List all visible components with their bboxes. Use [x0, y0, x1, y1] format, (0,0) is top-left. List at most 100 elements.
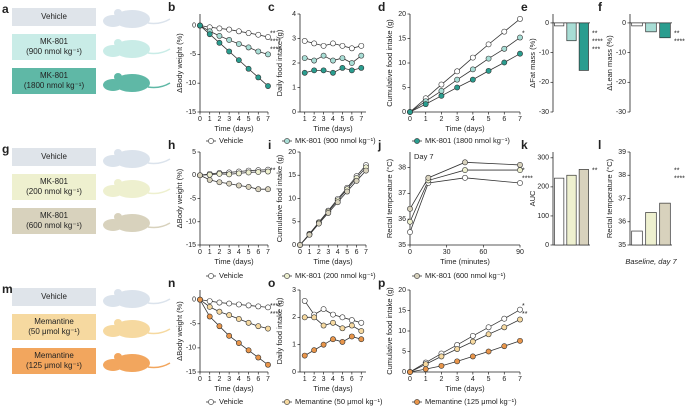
data-point — [358, 328, 365, 334]
y-tick-label: 37 — [618, 195, 626, 202]
legend-marker — [208, 273, 214, 279]
x-tick-label: 2 — [312, 116, 316, 123]
x-tick-label: 30 — [443, 249, 451, 256]
y-tick-label: 37 — [398, 190, 406, 197]
data-point — [216, 39, 223, 46]
x-tick-label: 2 — [439, 376, 443, 383]
y-tick-label: -20 — [616, 79, 626, 86]
significance: ** — [522, 311, 528, 318]
x-tick-label: 2 — [217, 376, 221, 383]
data-point — [462, 167, 468, 173]
bar — [645, 22, 657, 33]
data-point — [235, 182, 242, 189]
data-point — [501, 324, 508, 331]
mouse-ear — [114, 149, 122, 157]
data-point — [469, 76, 476, 83]
y-tick-label: 20 — [398, 287, 406, 294]
y-tick-label: 0 — [545, 242, 549, 249]
data-point — [438, 88, 445, 94]
panel-letter: f — [598, 0, 603, 14]
data-point — [330, 40, 336, 47]
data-point — [330, 311, 336, 318]
x-tick-label: 0 — [408, 116, 412, 123]
data-point — [216, 25, 223, 32]
x-tick-label: 60 — [479, 249, 487, 256]
data-point — [501, 28, 508, 35]
legend-label: Vehicle — [219, 136, 243, 145]
data-point — [320, 52, 327, 59]
mouse-ear — [114, 319, 122, 327]
legend-label: Memantine (50 μmol kg⁻¹) — [295, 397, 383, 406]
group-label: Memantine — [34, 351, 74, 360]
significance: **** — [674, 38, 685, 45]
y-tick-label: 5 — [192, 149, 196, 156]
y-tick-label: 0 — [622, 20, 626, 27]
data-point — [265, 168, 271, 175]
data-point — [339, 65, 346, 71]
legend-label: MK-801 (900 nmol kg⁻¹) — [295, 136, 376, 145]
x-tick-label: 7 — [518, 376, 522, 383]
x-tick-label: 2 — [217, 249, 221, 256]
y-tick-label: 20 — [288, 149, 296, 156]
x-tick-label: 5 — [247, 376, 251, 383]
group-label: MK-801 — [40, 71, 69, 80]
y-tick-label: 5 — [292, 219, 296, 226]
data-point — [301, 298, 308, 304]
y-tick-label: 39 — [618, 149, 626, 156]
data-point — [235, 41, 242, 47]
data-point — [325, 210, 332, 216]
mouse-body — [114, 214, 150, 232]
data-point — [311, 347, 318, 354]
panel-letter: m — [2, 282, 13, 296]
panel-letter: j — [377, 138, 381, 152]
data-point — [358, 65, 365, 71]
significance: **** — [270, 46, 281, 53]
y-tick-label: -5 — [190, 51, 196, 58]
data-point — [245, 30, 252, 36]
panel-letter: h — [168, 138, 175, 152]
data-point — [358, 319, 365, 326]
data-point — [311, 40, 318, 47]
y-tick-label: -20 — [539, 79, 549, 86]
data-point — [358, 42, 365, 49]
y-tick-label: -30 — [539, 109, 549, 116]
legend-label: MK-801 (200 nmol kg⁻¹) — [295, 271, 376, 280]
significance: * — [522, 30, 525, 37]
x-axis-title: Time (days) — [313, 257, 353, 266]
y-tick-label: 36 — [618, 219, 626, 226]
y-tick-label: 200 — [537, 184, 549, 191]
data-point — [501, 59, 508, 66]
mouse-tail — [147, 298, 171, 305]
x-tick-label: 3 — [322, 116, 326, 123]
data-point — [339, 42, 346, 49]
data-point — [320, 67, 327, 74]
x-tick-label: 0 — [198, 249, 202, 256]
significance: *** — [592, 46, 600, 53]
data-point — [206, 313, 213, 320]
group-box — [12, 288, 96, 306]
data-point — [197, 22, 203, 29]
x-tick-label: 6 — [256, 376, 260, 383]
data-point — [469, 54, 476, 61]
legend-marker — [284, 273, 290, 279]
y-axis-title: Cumulative food intake (g) — [385, 19, 394, 107]
y-tick-label: -15 — [186, 109, 196, 116]
x-tick-label: 4 — [471, 116, 475, 123]
y-tick-label: 0 — [192, 172, 196, 179]
group-box — [12, 348, 96, 374]
mouse-ear — [114, 353, 122, 361]
x-tick-label: 3 — [322, 376, 326, 383]
mouse-head — [103, 325, 123, 337]
group-label: (125 μmol kg⁻¹) — [26, 361, 82, 370]
mouse-body — [114, 10, 150, 28]
note: Day 7 — [414, 152, 434, 161]
data-point — [339, 325, 346, 332]
group-label: (900 nmol kg⁻¹) — [26, 47, 82, 56]
bar — [631, 22, 643, 27]
data-point — [226, 332, 233, 339]
x-tick-label: 3 — [455, 116, 459, 123]
x-tick-label: 7 — [359, 116, 363, 123]
y-tick-label: -10 — [186, 345, 196, 352]
data-point — [216, 33, 223, 39]
data-point — [235, 57, 242, 64]
